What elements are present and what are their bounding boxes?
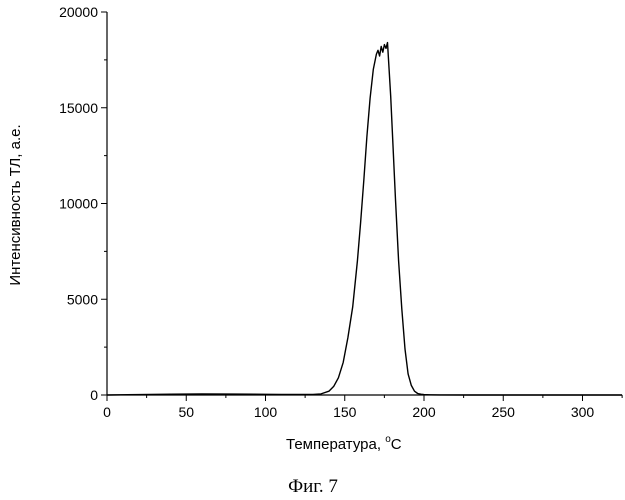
x-tick-label: 0 [103,404,111,420]
y-axis-ticks: 0 5000 10000 15000 20000 [59,4,107,403]
x-tick-label: 200 [412,404,436,420]
series-line [107,43,622,395]
x-axis-ticks: 0 50 100 150 200 250 300 [103,395,622,420]
x-tick-label: 150 [333,404,357,420]
x-axis-title: Температура, oC [286,434,402,453]
y-tick-label: 15000 [59,100,98,116]
y-axis-title: Интенсивность ТЛ, а.е. [7,124,24,285]
plot-frame [107,12,622,395]
y-tick-label: 10000 [59,196,98,212]
x-tick-label: 300 [571,404,595,420]
x-tick-label: 50 [178,404,194,420]
y-tick-label: 0 [90,387,98,403]
y-tick-label: 20000 [59,4,98,20]
x-tick-label: 250 [492,404,516,420]
x-tick-label: 100 [254,404,278,420]
y-tick-label: 5000 [67,291,98,307]
figure-caption: Фиг. 7 [288,476,338,497]
x-axis-title-unit: C [391,436,402,453]
